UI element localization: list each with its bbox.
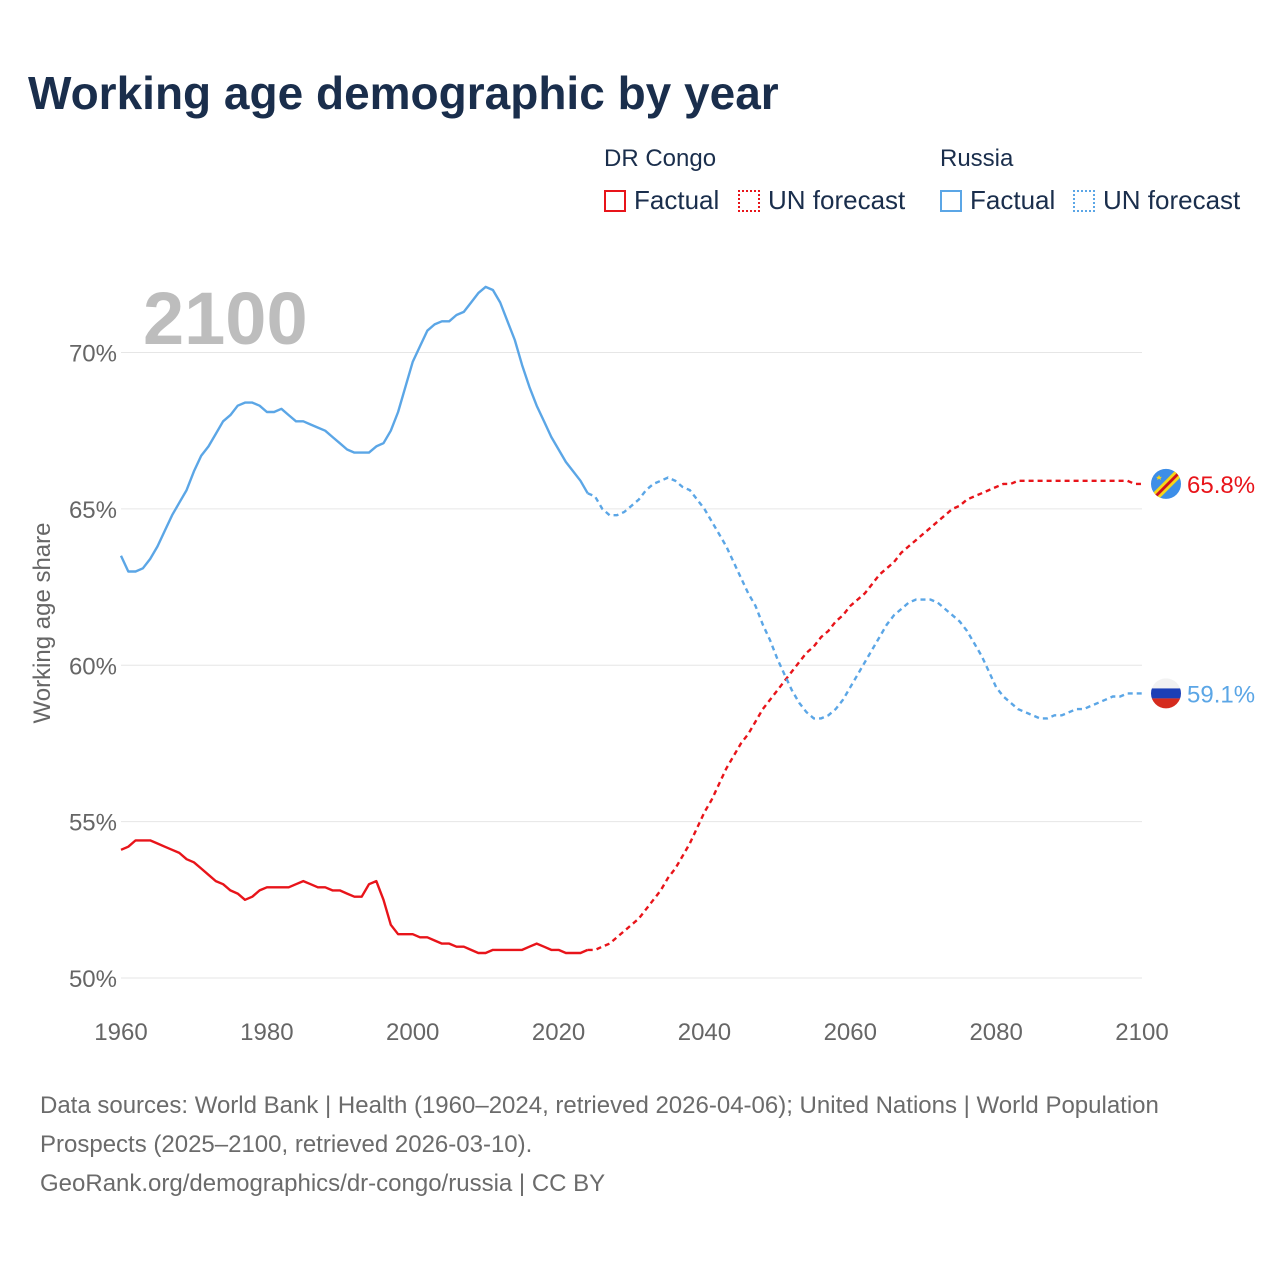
line-chart: 2100 50% 55% 60% 65% 70% 1960 1980 2000 2020 204… [29,277,1255,1046]
legend-label: UN forecast [768,185,906,215]
legend-swatch-dotted-blue [1073,189,1095,212]
russia-forecast-line [587,476,1142,720]
legend-russia-factual[interactable]: Factual [940,185,1055,216]
x-tick-label: 2000 [386,1019,439,1046]
y-tick-label: 60% [69,653,117,680]
x-tick-label: 1960 [94,1019,147,1046]
y-tick-label: 65% [69,497,117,524]
dr-congo-factual-line [120,839,589,955]
y-tick-label: 50% [69,966,117,993]
footer-sources-text: Data sources: World Bank | Health (1960–… [40,1092,1159,1158]
series-lines [119,285,1142,955]
dr-congo-end-value: 65.8% [1187,472,1255,499]
x-axis-ticks: 1960 1980 2000 2020 2040 2060 2080 2100 [94,1019,1168,1046]
x-tick-label: 1980 [240,1019,293,1046]
legend-swatch-dotted-red [738,189,760,212]
year-watermark: 2100 [143,277,308,360]
russia-flag-icon [1151,678,1181,709]
dr-congo-flag-icon [1151,468,1181,499]
legend-label: Factual [970,185,1056,215]
legend-russia-forecast[interactable]: UN forecast [1073,185,1240,216]
x-tick-label: 2020 [532,1019,585,1046]
y-tick-label: 70% [69,341,117,368]
x-tick-label: 2100 [1115,1019,1168,1046]
legend-swatch-solid-red [604,189,626,212]
footer-attribution: GeoRank.org/demographics/dr-congo/russia… [40,1170,606,1197]
legend-group-dr-congo: DR Congo [604,145,717,172]
dr-congo-forecast-line [587,479,1142,952]
x-tick-label: 2080 [969,1019,1022,1046]
y-axis-label: Working age share [29,523,56,724]
x-tick-label: 2040 [678,1019,731,1046]
legend-dr-congo-forecast[interactable]: UN forecast [738,185,905,216]
x-tick-label: 2060 [824,1019,877,1046]
russia-end-value: 59.1% [1187,681,1255,708]
legend-label: Factual [634,185,720,215]
legend-group-russia: Russia [940,145,1014,172]
russia-factual-line [119,285,589,573]
legend-dr-congo-factual[interactable]: Factual [604,185,719,216]
legend-label: UN forecast [1103,185,1241,215]
y-axis-ticks: 50% 55% 60% 65% 70% [69,341,117,993]
page-title: Working age demographic by year [28,67,779,119]
legend-swatch-solid-blue [940,189,962,212]
gridlines [121,352,1142,979]
footer-sources: Data sources: World Bank | Health (1960–… [40,1086,1230,1203]
y-tick-label: 55% [69,810,117,837]
